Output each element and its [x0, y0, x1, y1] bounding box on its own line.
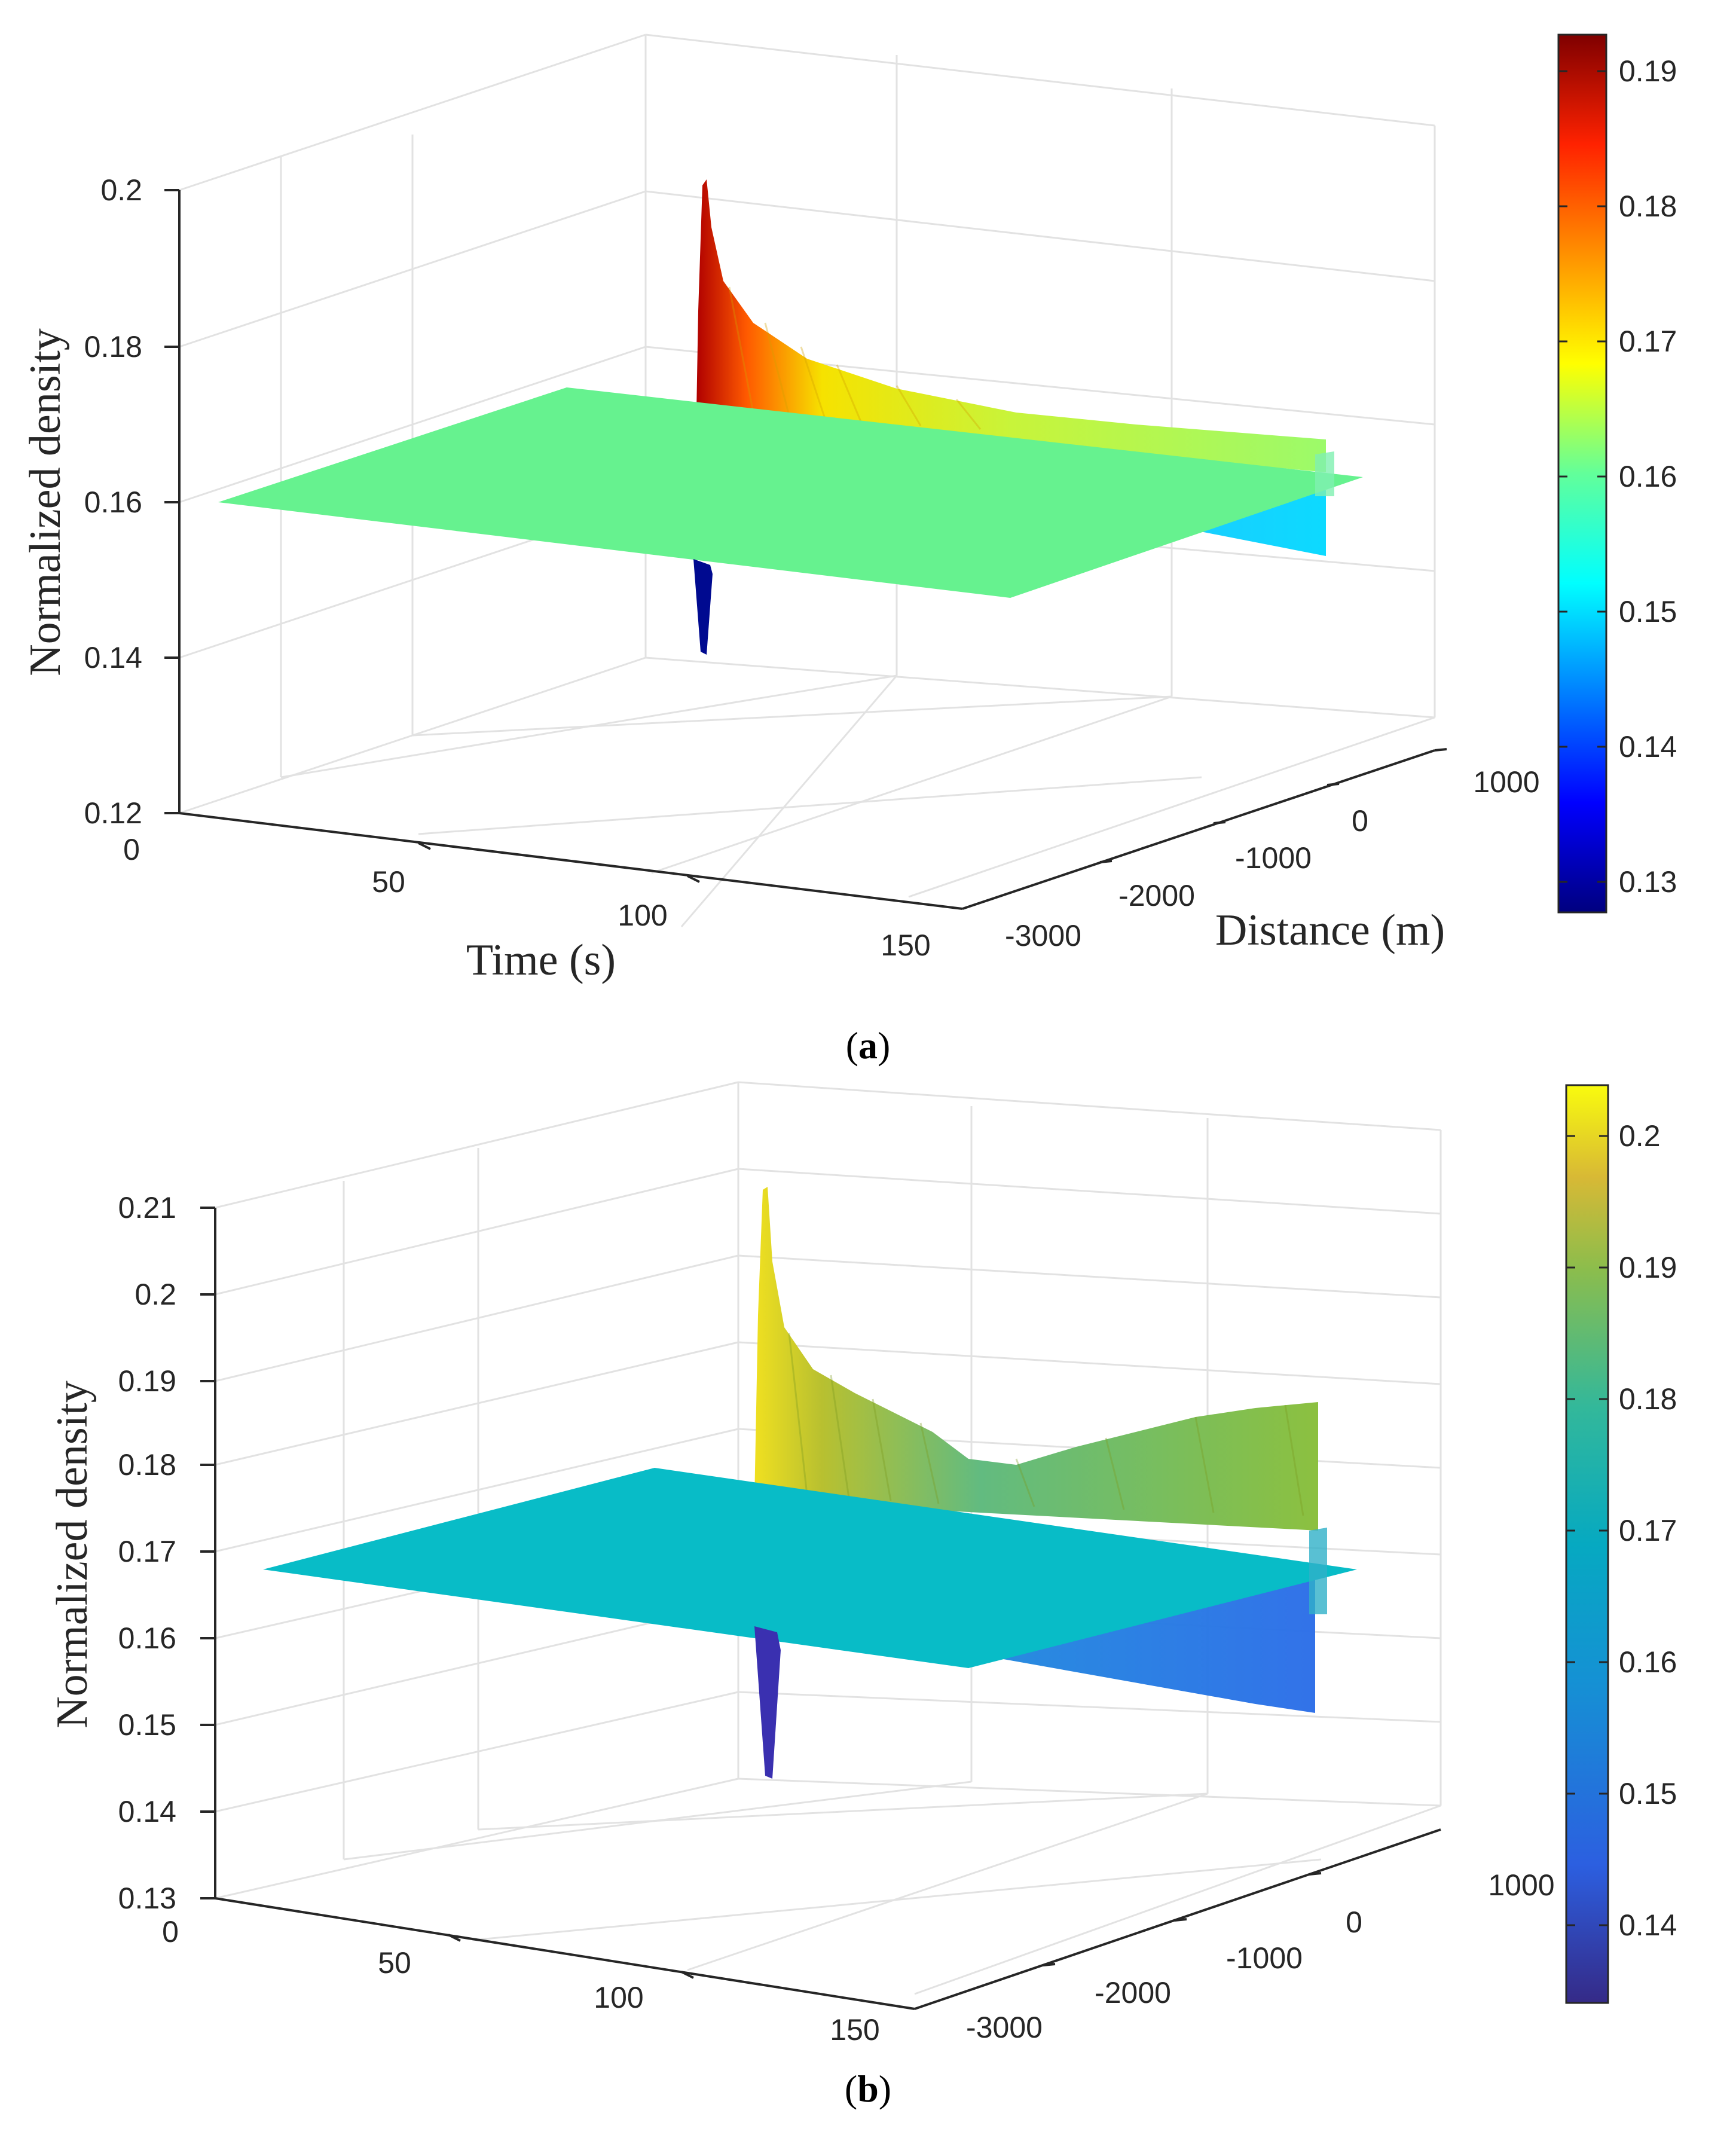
b-xtick-3: 150	[830, 2013, 879, 2047]
panel-a-trough-spike	[693, 559, 713, 655]
panel-b-axes	[200, 1207, 1441, 2010]
b-ytick-1: -2000	[1095, 1976, 1171, 2009]
a-ztick-0: 0.2	[100, 173, 142, 207]
b-ztick-8: 0.13	[118, 1882, 176, 1915]
a-cbtick-0: 0.13	[1619, 865, 1677, 899]
panel-a-axes	[164, 189, 1447, 910]
b-ztick-6: 0.15	[118, 1708, 176, 1742]
panel-a-colorbar-bar	[1557, 33, 1607, 914]
a-ztick-3: 0.14	[84, 641, 142, 674]
b-ztick-5: 0.16	[118, 1621, 176, 1655]
a-cbtick-1: 0.14	[1619, 730, 1677, 764]
panel-b-end-fringe	[1309, 1528, 1327, 1614]
b-xtick-2: 100	[594, 1981, 643, 2014]
panel-b-trough-spike	[754, 1626, 781, 1779]
panel-b-colorbar: 0.14 0.15 0.16 0.17 0.18 0.19 0.2	[1565, 1084, 1677, 2004]
panel-a-xlabel: Time (s)	[466, 936, 616, 985]
panel-b: 0.21 0.2 0.19 0.18 0.17 0.16 0.15 0.14 0…	[48, 1081, 1677, 2110]
panel-a-base-plane	[218, 387, 1363, 598]
panel-b-x-ticks: 0 50 100 150	[162, 1915, 880, 2047]
panel-b-z-ticks: 0.21 0.2 0.19 0.18 0.17 0.16 0.15 0.14 0…	[118, 1191, 176, 1915]
panel-b-ridge	[754, 1187, 1318, 1531]
panel-a-ridge	[696, 179, 1326, 472]
a-cbtick-4: 0.17	[1619, 325, 1677, 358]
b-cbtick-0: 0.14	[1619, 1908, 1677, 1942]
b-cbtick-2: 0.16	[1619, 1645, 1677, 1679]
panel-b-base-plane	[263, 1468, 1357, 1668]
panel-a-end-fringe	[1315, 451, 1334, 496]
panel-a-zlabel: Normalized density	[21, 328, 70, 676]
a-ztick-1: 0.18	[84, 330, 142, 364]
panel-b-zlabel: Normalized density	[48, 1381, 97, 1728]
a-cbtick-2: 0.15	[1619, 595, 1677, 628]
b-xtick-0: 0	[162, 1915, 179, 1949]
b-cbtick-1: 0.15	[1619, 1777, 1677, 1810]
b-ztick-4: 0.17	[118, 1535, 176, 1568]
panel-a-surface	[218, 179, 1363, 655]
a-ytick-0: -3000	[1005, 919, 1081, 952]
panel-b-caption: (b)	[845, 2067, 891, 2110]
panel-a-y-ticks: -3000 -2000 -1000 0 1000	[1005, 765, 1540, 952]
a-cbtick-6: 0.19	[1619, 54, 1677, 88]
panel-a: 0.2 0.18 0.16 0.14 0.12 0 50 100 150 -30…	[21, 33, 1677, 1067]
panel-a-caption: (a)	[846, 1024, 891, 1067]
panel-b-y-ticks: -3000 -2000 -1000 0 1000	[966, 1868, 1555, 2044]
panel-b-ridge-texture	[788, 1333, 1304, 1516]
panel-a-caption-letter: a	[858, 1024, 878, 1067]
panel-a-z-ticks: 0.2 0.18 0.16 0.14 0.12	[84, 173, 142, 830]
b-ytick-3: 0	[1346, 1905, 1362, 1939]
panel-a-ylabel: Distance (m)	[1215, 906, 1445, 955]
b-ztick-0: 0.21	[118, 1191, 176, 1224]
b-cbtick-4: 0.18	[1619, 1382, 1677, 1416]
a-ytick-4: 1000	[1473, 765, 1539, 799]
a-ztick-2: 0.16	[84, 485, 142, 519]
b-ytick-2: -1000	[1226, 1941, 1303, 1975]
panel-b-surface	[263, 1187, 1357, 1779]
b-xtick-1: 50	[378, 1946, 411, 1980]
b-ztick-1: 0.2	[135, 1278, 176, 1311]
a-ytick-1: -2000	[1118, 879, 1195, 912]
a-cbtick-3: 0.16	[1619, 460, 1677, 493]
b-cbtick-3: 0.17	[1619, 1514, 1677, 1547]
b-ztick-2: 0.19	[118, 1364, 176, 1398]
a-xtick-1: 50	[372, 865, 405, 899]
a-cbtick-5: 0.18	[1619, 190, 1677, 223]
b-ztick-7: 0.14	[118, 1795, 176, 1828]
a-ytick-2: -1000	[1235, 841, 1312, 875]
panel-b-caption-letter: b	[857, 2067, 879, 2110]
b-ztick-3: 0.18	[118, 1448, 176, 1482]
a-xtick-2: 100	[618, 899, 667, 932]
a-ztick-4: 0.12	[84, 796, 142, 830]
panel-a-x-ticks: 0 50 100 150	[123, 833, 931, 962]
b-ytick-4: 1000	[1488, 1868, 1554, 1902]
b-cbtick-5: 0.19	[1619, 1251, 1677, 1284]
panel-a-colorbar: 0.13 0.14 0.15 0.16 0.17 0.18 0.19	[1557, 33, 1677, 914]
panel-a-grid	[179, 33, 1436, 927]
a-xtick-3: 150	[881, 929, 930, 962]
panel-b-colorbar-bar	[1565, 1084, 1609, 2004]
panel-a-ridge-texture	[728, 286, 982, 430]
b-ytick-0: -3000	[966, 2011, 1043, 2044]
a-ytick-3: 0	[1352, 804, 1368, 838]
b-cbtick-6: 0.2	[1619, 1119, 1661, 1153]
a-xtick-0: 0	[123, 833, 140, 866]
